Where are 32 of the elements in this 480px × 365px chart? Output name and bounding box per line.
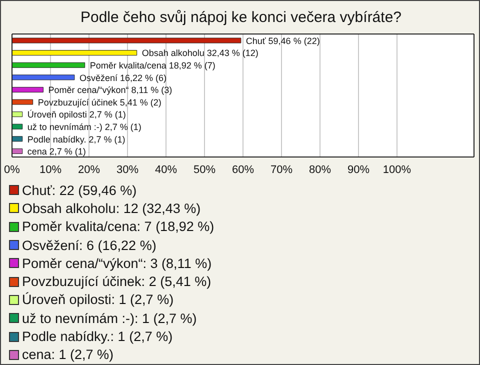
data-label: Obsah alkoholu 32,43 % (12) [142,48,258,58]
x-tick-label: 50% [193,164,216,176]
x-tick-label: 20% [78,164,100,176]
x-tick-label: 80% [308,164,332,176]
x-tick-label: 90% [347,164,370,176]
x-tick-label: 60% [232,164,254,176]
legend-label: Osvěžení: 6 (16,22 %) [22,238,156,253]
x-tick-label: 10% [39,164,62,176]
legend-label: Obsah alkoholu: 12 (32,43 %) [22,200,201,216]
x-tick-label: 40% [154,164,178,176]
legend-label: Povzbuzující účinek: 2 (5,41 %) [22,274,212,290]
data-label: Podle nabídky. 2,7 % (1) [27,134,126,144]
legend-label: Úroveň opilosti: 1 (2,7 %) [22,292,174,308]
data-label: Poměr cena/“výkon“ 8,11 % (3) [48,85,172,96]
data-label: Osvěžení 16,22 % (6) [79,72,166,83]
data-label: Chuť 59,46 % (22) [246,36,320,46]
legend-label: Poměr cena/“výkon“: 3 (8,11 %) [22,256,212,271]
chart-title: Podle čeho svůj nápoj ke konci večera vybíráte? [79,9,403,26]
legend-label: Podle nabídky.: 1 (2,7 %) [22,329,173,344]
x-tick-label: 30% [116,164,139,176]
legend-label: už to nevnímám :-): 1 (2,7 %) [22,310,197,326]
data-label: už to nevnímám :-) 2,7 % (1) [27,122,142,132]
legend-label: Chuť: 22 (59,46 %) [22,182,137,198]
data-label: cena 2,7 % (1) [27,146,86,157]
x-tick-label: 70% [270,164,293,176]
data-label: Poměr kvalita/cena 18,92 % (7) [90,60,216,70]
data-label: Úroveň opilosti 2,7 % (1) [27,110,126,120]
legend-label: Poměr kvalita/cena: 7 (18,92 %) [22,219,214,234]
legend-label: cena: 1 (2,7 %) [22,347,114,362]
data-label: Povzbuzující účinek 5,41 % (2) [38,97,162,108]
x-tick-label: 100% [382,164,412,176]
x-tick-label: 0% [4,164,20,176]
